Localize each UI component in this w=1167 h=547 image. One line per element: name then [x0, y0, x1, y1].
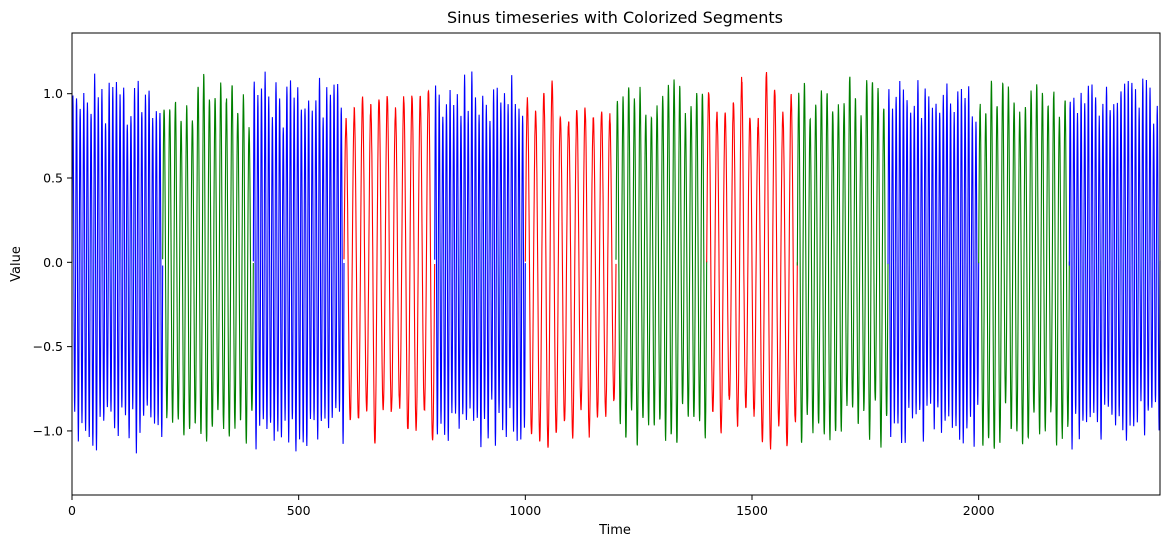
series-segment-9-green [796, 76, 889, 448]
x-axis-ticks: 0 500 1000 1500 2000 [68, 495, 995, 518]
series-segment-10-blue [887, 80, 980, 447]
y-tick-label: 0.5 [43, 171, 63, 186]
x-tick-label: 1000 [509, 503, 541, 518]
chart-title: Sinus timeseries with Colorized Segments [447, 8, 783, 27]
x-axis-label: Time [598, 523, 631, 538]
axes-frame [71, 32, 1161, 496]
series-segment-8-red [706, 72, 798, 450]
series-segment-4-red [343, 89, 436, 444]
series-segment-12-blue [1068, 78, 1161, 450]
y-tick-label: −0.5 [33, 339, 63, 354]
series-segment-3-blue [252, 71, 345, 452]
series-segment-5-blue [434, 71, 526, 448]
series-segment-11-green [978, 80, 1070, 449]
y-tick-label: 0.0 [43, 255, 63, 270]
series-segment-2-green [162, 73, 254, 444]
series-layer [71, 71, 1161, 454]
x-tick-label: 2000 [963, 503, 995, 518]
series-segment-7-green [615, 79, 708, 446]
plot-area [71, 32, 1161, 496]
x-tick-label: 500 [287, 503, 311, 518]
series-segment-1-blue [71, 73, 164, 454]
y-tick-label: 1.0 [43, 86, 63, 101]
y-axis-label: Value [9, 246, 24, 282]
x-tick-label: 0 [68, 503, 76, 518]
series-segment-6-red [524, 80, 617, 448]
x-tick-label: 1500 [736, 503, 768, 518]
y-axis-ticks: −1.0 −0.5 0.0 0.5 1.0 [33, 86, 72, 438]
y-tick-label: −1.0 [33, 423, 63, 438]
